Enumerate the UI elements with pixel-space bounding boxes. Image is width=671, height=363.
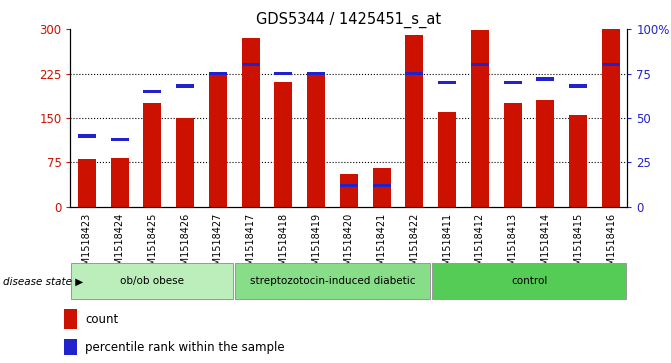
Text: GSM1518414: GSM1518414 [540,213,550,278]
Bar [176,118,194,207]
Text: disease state ▶: disease state ▶ [3,276,84,286]
Bar [78,134,96,138]
Text: GSM1518421: GSM1518421 [376,213,386,278]
Bar [176,84,194,88]
Text: GSM1518411: GSM1518411 [442,213,452,278]
Text: streptozotocin-induced diabetic: streptozotocin-induced diabetic [250,276,415,286]
Text: GSM1518426: GSM1518426 [180,213,190,278]
Bar [432,263,627,299]
Bar [504,81,522,84]
Text: GSM1518419: GSM1518419 [311,213,321,278]
Bar [438,81,456,84]
Bar [209,72,227,75]
Text: GSM1518412: GSM1518412 [475,213,485,278]
Bar [144,90,161,93]
Bar [602,29,620,207]
Bar [372,168,391,207]
Bar [307,73,325,207]
Text: GSM1518424: GSM1518424 [115,213,125,278]
Bar [274,82,293,207]
Text: GSM1518416: GSM1518416 [606,213,616,278]
Text: GSM1518418: GSM1518418 [278,213,289,278]
Text: GSM1518415: GSM1518415 [573,213,583,278]
Bar [307,72,325,75]
Bar [236,263,430,299]
Bar [340,184,358,187]
Text: count: count [85,313,118,326]
Text: percentile rank within the sample: percentile rank within the sample [85,341,285,354]
Bar [504,103,522,207]
Bar [537,77,554,81]
Bar [274,72,293,75]
Bar [242,38,260,207]
Bar [64,309,77,330]
Bar [78,159,96,207]
Bar [71,263,234,299]
Bar [569,115,587,207]
Text: GSM1518417: GSM1518417 [246,213,256,278]
Text: GSM1518425: GSM1518425 [148,213,158,278]
Bar [111,158,129,207]
Bar [405,35,423,207]
Text: control: control [511,276,548,286]
Text: GSM1518427: GSM1518427 [213,213,223,278]
Bar [372,184,391,187]
Bar [602,63,620,66]
Bar [144,103,161,207]
Text: GSM1518413: GSM1518413 [508,213,518,278]
Bar [111,138,129,141]
Bar [209,72,227,207]
Bar [569,84,587,88]
Bar [340,174,358,207]
Title: GDS5344 / 1425451_s_at: GDS5344 / 1425451_s_at [256,12,442,28]
Text: GSM1518422: GSM1518422 [409,213,419,278]
Bar [64,339,77,355]
Bar [471,63,489,66]
Bar [471,30,489,207]
Bar [537,100,554,207]
Text: ob/ob obese: ob/ob obese [120,276,185,286]
Text: GSM1518420: GSM1518420 [344,213,354,278]
Bar [405,72,423,75]
Bar [438,112,456,207]
Bar [242,63,260,66]
Text: GSM1518423: GSM1518423 [82,213,92,278]
